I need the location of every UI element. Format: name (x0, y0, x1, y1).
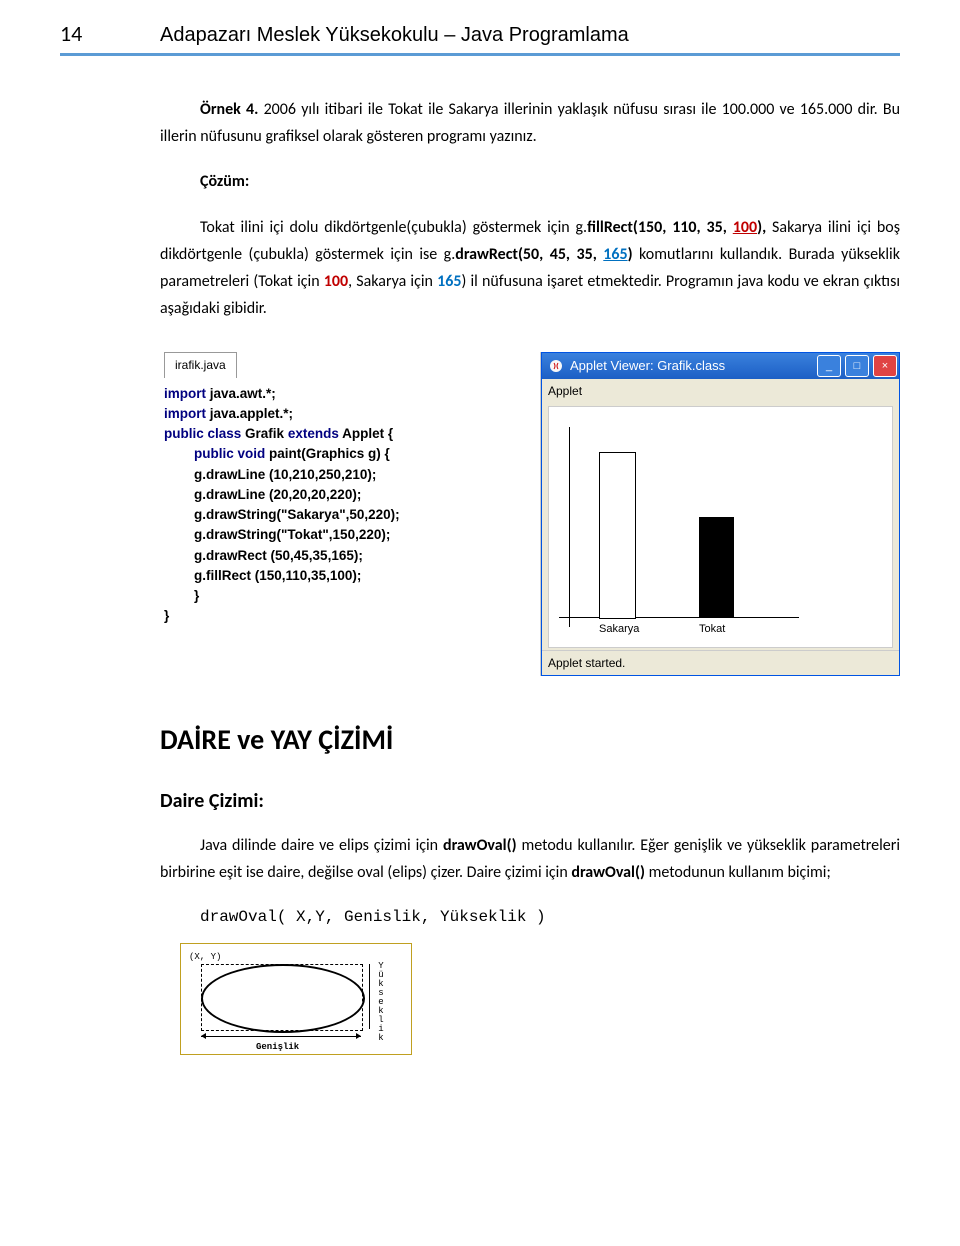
subsection-heading: Daire Çizimi: (160, 784, 900, 818)
code-body: import java.awt.*; import java.applet.*;… (160, 378, 540, 633)
example-label: Örnek 4. (200, 100, 258, 119)
page: 14 Adapazarı Meslek Yüksekokulu – Java P… (0, 0, 960, 1095)
c2b: java.applet.*; (206, 406, 293, 421)
oval-diagram: (X, Y) Yükseklik Genişlik (180, 943, 412, 1055)
c2a: import (164, 406, 206, 421)
titlebar: Applet Viewer: Grafik.class _ □ × (542, 353, 899, 379)
applet-window: Applet Viewer: Grafik.class _ □ × Applet (541, 352, 900, 676)
c3a: public class (164, 426, 245, 441)
height-line (369, 964, 370, 1029)
applet-top-label: Applet (542, 379, 899, 403)
editor-tab[interactable]: irafik.java (164, 352, 237, 377)
minimize-button[interactable]: _ (817, 355, 841, 377)
t7: 165 (603, 245, 627, 264)
java-icon (548, 358, 564, 374)
cp1: Java dilinde daire ve elips çizimi için (200, 836, 443, 855)
y-axis (569, 427, 570, 627)
c1b: java.awt.*; (206, 386, 276, 401)
c7: g.drawString("Sakarya",50,220); (194, 507, 400, 522)
c8: g.drawString("Tokat",150,220); (194, 527, 390, 542)
example-intro: Örnek 4. 2006 yılı itibari ile Tokat ile… (160, 96, 900, 150)
bar-tokat (699, 517, 734, 617)
bar-sakarya (599, 452, 636, 619)
x-axis (559, 617, 799, 618)
cp4: drawOval() (571, 863, 645, 882)
page-header: 14 Adapazarı Meslek Yüksekokulu – Java P… (60, 20, 900, 47)
applet-canvas: Sakarya Tokat (548, 406, 893, 648)
page-number: 14 (60, 20, 160, 47)
code-panel: irafik.java import java.awt.*; import ja… (160, 352, 541, 676)
t2: fillRect(150, 110, 35, (587, 218, 733, 237)
width-label: Genişlik (256, 1040, 299, 1055)
t3: 100 (733, 218, 757, 237)
label-tokat: Tokat (699, 620, 725, 639)
solution-label-line: Çözüm: (160, 168, 900, 195)
c4b: paint(Graphics g) { (269, 446, 390, 461)
drawoval-signature: drawOval( X,Y, Genislik, Yükseklik ) (200, 904, 900, 931)
t4: ), (757, 218, 766, 237)
c11: } (194, 588, 199, 603)
applet-status: Applet started. (542, 650, 899, 675)
code-and-output: irafik.java import java.awt.*; import ja… (160, 352, 900, 676)
oval (201, 964, 365, 1033)
t10: 100 (324, 272, 348, 291)
example-text: 2006 yılı itibari ile Tokat ile Sakarya … (160, 100, 900, 146)
c9: g.drawRect (50,45,35,165); (194, 548, 363, 563)
titlebar-text: Applet Viewer: Grafik.class (570, 355, 815, 377)
c4a: public void (194, 446, 269, 461)
height-label: Yükseklik (376, 962, 386, 1043)
cp5: metodunun kullanım biçimi; (645, 863, 831, 882)
c6: g.drawLine (20,20,20,220); (194, 487, 361, 502)
label-sakarya: Sakarya (599, 620, 639, 639)
applet-body: Applet Sakarya Tokat Applet started. (542, 379, 899, 675)
content: Örnek 4. 2006 yılı itibari ile Tokat ile… (160, 96, 900, 1055)
cp2: drawOval() (443, 836, 517, 855)
xy-label: (X, Y) (189, 950, 221, 965)
c3d: Applet { (342, 426, 393, 441)
c5: g.drawLine (10,210,250,210); (194, 467, 376, 482)
solution-label: Çözüm: (200, 172, 249, 191)
c1a: import (164, 386, 206, 401)
c12: } (164, 608, 169, 623)
section-heading: DAİRE ve YAY ÇİZİMİ (160, 716, 900, 764)
c3b: Grafik (245, 426, 288, 441)
circle-paragraph: Java dilinde daire ve elips çizimi için … (160, 832, 900, 886)
solution-body: Tokat ilini içi dolu dikdörtgenle(çubukl… (160, 214, 900, 323)
close-button[interactable]: × (873, 355, 897, 377)
c10: g.fillRect (150,110,35,100); (194, 568, 361, 583)
width-arrow (201, 1036, 361, 1037)
t12: 165 (437, 272, 461, 291)
maximize-button[interactable]: □ (845, 355, 869, 377)
header-title: Adapazarı Meslek Yüksekokulu – Java Prog… (160, 24, 629, 47)
t1: Tokat ilini içi dolu dikdörtgenle(çubukl… (200, 218, 587, 237)
t11: , Sakarya için (348, 272, 437, 291)
header-rule (60, 53, 900, 56)
window-buttons: _ □ × (815, 353, 899, 379)
c3c: extends (288, 426, 342, 441)
t6: drawRect(50, 45, 35, (455, 245, 603, 264)
